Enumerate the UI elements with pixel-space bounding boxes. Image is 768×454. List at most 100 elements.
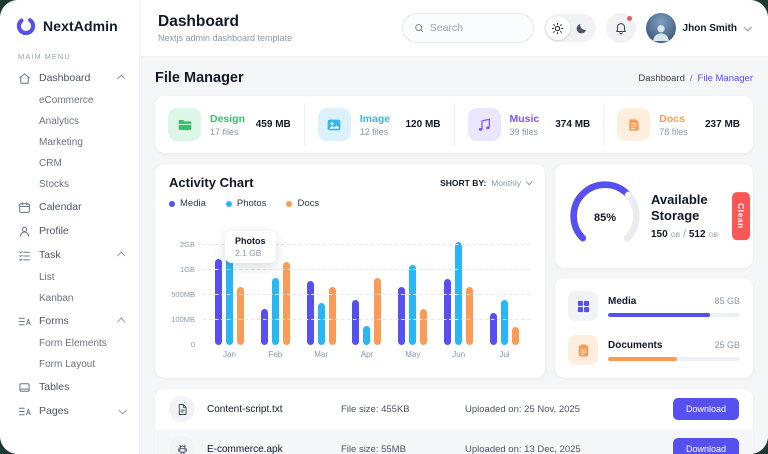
breadcrumb-separator: /: [689, 72, 693, 84]
moon-icon: [576, 23, 587, 33]
legend-dot: [169, 200, 175, 207]
usage-progress-fill: [608, 312, 710, 317]
stat-image[interactable]: Image 12 files 120 MB: [303, 103, 454, 146]
theme-toggle[interactable]: [543, 14, 596, 42]
user-menu[interactable]: Jhon Smith: [645, 13, 752, 43]
bell-icon: [615, 23, 626, 35]
bar-media: [260, 309, 268, 345]
breadcrumb-parent[interactable]: Dashboard: [638, 72, 685, 84]
table-icon: [18, 381, 31, 394]
sidebar-item-form-layout[interactable]: Form Layout: [0, 354, 139, 375]
legend-item-photos[interactable]: Photos: [225, 198, 266, 209]
sort-by-label: SHORT BY:: [440, 177, 487, 188]
search-input[interactable]: [429, 22, 522, 34]
main-area: Dashboard Nextjs admin dashboard templat…: [140, 0, 768, 454]
bar-groups: Jan Feb Mar Apr May Jun Jul: [203, 217, 531, 359]
logo-text: NextAdmin: [43, 18, 118, 34]
sidebar-item-label: Forms: [39, 315, 69, 327]
forms-icon: [18, 315, 31, 328]
sidebar-item-crm[interactable]: CRM: [0, 153, 139, 174]
legend-label: Media: [180, 198, 206, 209]
legend-item-docs[interactable]: Docs: [286, 198, 319, 209]
sidebar-item-forms[interactable]: Forms: [0, 309, 139, 333]
sidebar-item-stocks[interactable]: Stocks: [0, 174, 139, 195]
avatar: [645, 13, 676, 43]
bar-group-jul: Jul: [489, 300, 519, 359]
x-tick-label: Jun: [452, 350, 466, 359]
stat-design[interactable]: Design 17 files 459 MB: [155, 103, 304, 146]
sidebar-item-form-elements[interactable]: Form Elements: [0, 333, 139, 354]
logo[interactable]: NextAdmin: [0, 0, 139, 46]
stat-label: Design: [210, 112, 246, 125]
sort-by-value: Monthly: [491, 177, 521, 188]
sidebar-item-tables[interactable]: Tables: [0, 375, 139, 399]
file-size: File size: 55MB: [341, 443, 406, 454]
file-name: Content-script.txt: [207, 403, 283, 415]
stat-docs[interactable]: Docs 78 files 237 MB: [603, 103, 753, 146]
download-button[interactable]: Download: [672, 398, 739, 420]
y-tick-label: 1GB: [179, 265, 195, 274]
usage-progress-track: [608, 356, 740, 361]
bar-media: [306, 281, 314, 345]
sidebar-item-pages[interactable]: Pages: [0, 399, 139, 423]
notifications-button[interactable]: [605, 13, 636, 43]
file-uploaded: Uploaded on: 25 Nov, 2025: [465, 403, 580, 415]
x-tick-label: Apr: [360, 350, 374, 359]
stat-size: 459 MB: [255, 119, 291, 130]
legend-item-media[interactable]: Media: [169, 198, 206, 209]
legend-dot: [225, 200, 232, 207]
bar-group-may: May: [398, 265, 428, 359]
y-tick-label: 2GB: [179, 240, 195, 249]
usage-value: 85 GB: [714, 295, 740, 306]
breadcrumb-current: File Manager: [697, 72, 753, 84]
x-tick-label: May: [405, 350, 421, 359]
legend-label: Docs: [297, 198, 320, 209]
chevron-up-icon: [117, 251, 126, 260]
sidebar-item-label: List: [39, 272, 55, 283]
sort-by-control[interactable]: SHORT BY: Monthly: [440, 177, 533, 188]
logo-icon: [16, 16, 36, 36]
bar-group-mar: Mar: [306, 281, 336, 359]
sidebar-item-marketing[interactable]: Marketing: [0, 132, 139, 153]
stat-texts: Music 39 files: [510, 113, 540, 137]
bar-group-apr: Apr: [352, 278, 382, 359]
usage-row-documents: Documents 25 GB: [568, 335, 740, 365]
sidebar-item-calendar[interactable]: Calendar: [0, 195, 139, 219]
stat-music[interactable]: Music 39 files 374 MB: [453, 103, 604, 146]
file-row-content-script-txt: Content-script.txt File size: 455KB Upload…: [155, 389, 753, 429]
sidebar-item-task[interactable]: Task: [0, 243, 139, 267]
light-mode-button[interactable]: [545, 16, 570, 40]
bar-photos: [271, 278, 279, 345]
chevron-down-icon: [118, 406, 127, 415]
chart-tooltip: Photos 2.1 GB: [225, 231, 276, 263]
bar-docs: [237, 287, 244, 345]
bar-docs: [282, 262, 290, 345]
calendar-icon: [18, 201, 31, 214]
home-icon: [18, 72, 31, 85]
bar-docs: [328, 287, 336, 345]
usage-card: Media 85 GB Documents 25 GB: [555, 278, 753, 378]
file-uploaded: Uploaded on: 13 Dec, 2025: [465, 443, 581, 454]
storage-title: Available Storage: [651, 192, 708, 223]
search-box[interactable]: [401, 13, 534, 43]
stat-files-count: 39 files: [509, 126, 539, 137]
search-icon: [414, 22, 424, 34]
page-title: File Manager: [155, 70, 244, 86]
sidebar-item-kanban[interactable]: Kanban: [0, 288, 139, 309]
user-icon: [18, 225, 31, 238]
sidebar-item-dashboard[interactable]: Dashboard: [0, 66, 139, 90]
sidebar-item-ecommerce[interactable]: eCommerce: [0, 90, 139, 111]
sidebar-item-label: Dashboard: [39, 72, 91, 84]
sidebar-item-list[interactable]: List: [0, 267, 139, 288]
sidebar-item-analytics[interactable]: Analytics: [0, 111, 139, 132]
bar-docs: [420, 309, 428, 345]
download-button[interactable]: Download: [672, 438, 739, 454]
bar-photos: [226, 242, 233, 345]
stat-size: 237 MB: [704, 119, 740, 130]
clean-button[interactable]: Clean: [732, 192, 750, 240]
bar-media: [215, 259, 222, 345]
sidebar-item-label: Marketing: [39, 137, 83, 148]
sidebar-item-label: Task: [39, 249, 61, 261]
sidebar-item-profile[interactable]: Profile: [0, 219, 139, 243]
dark-mode-button[interactable]: [570, 16, 594, 40]
